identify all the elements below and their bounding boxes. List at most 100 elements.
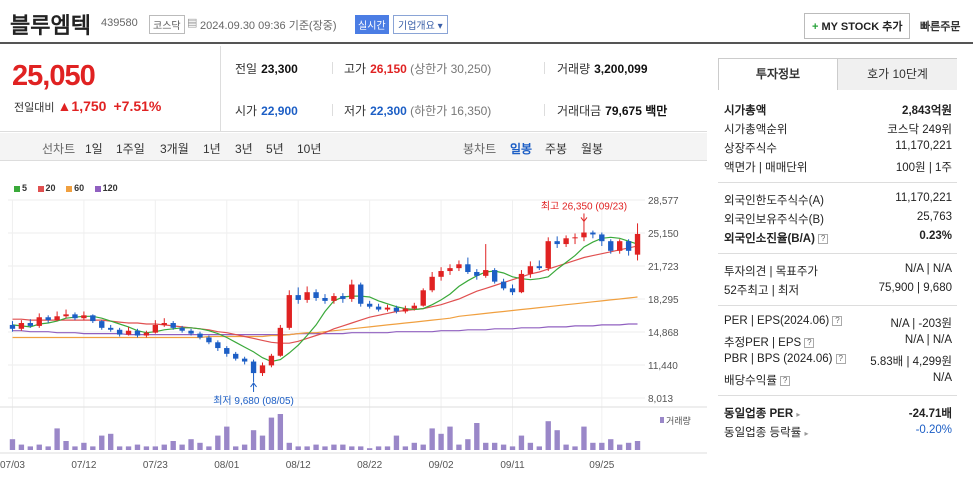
volume-bar xyxy=(54,428,60,450)
x-tick-label: 09/02 xyxy=(429,460,454,471)
period-daily[interactable]: 일봉 xyxy=(510,142,533,156)
info-row-52week: 52주최고 | 최저 75,900 | 9,680 xyxy=(724,282,952,297)
company-overview-button[interactable]: 기업개요 ▾ xyxy=(393,15,448,34)
volume-bar xyxy=(572,446,578,450)
volume-bar xyxy=(72,446,78,450)
period-monthly[interactable]: 월봉 xyxy=(581,142,604,156)
x-tick-label: 08/22 xyxy=(357,460,382,471)
info-row-market-cap-rank: 시가총액순위 코스닥 249위 xyxy=(724,124,952,136)
divider xyxy=(718,182,957,183)
volume-bar xyxy=(563,444,569,450)
stock-code: 439580 xyxy=(101,17,138,29)
volume-bar xyxy=(304,446,310,450)
line-chart-label: 선차트 xyxy=(42,142,76,156)
volume-bar xyxy=(599,442,605,450)
volume-bar xyxy=(322,446,328,450)
candle-body xyxy=(215,342,221,349)
candle-body xyxy=(518,273,525,293)
volume-value: 3,200,099 xyxy=(594,62,648,76)
candle-body xyxy=(456,264,462,269)
period-1y[interactable]: 1년 xyxy=(203,142,221,156)
info-row-foreign-ratio: 외국인소진율(B/A) ? 0.23% xyxy=(724,230,952,245)
calendar-icon: ▤ xyxy=(187,17,198,29)
divider xyxy=(332,104,333,116)
realtime-badge[interactable]: 실시간 xyxy=(355,15,389,34)
candle-body xyxy=(384,307,391,310)
divider xyxy=(718,395,957,396)
volume-bar xyxy=(108,433,114,450)
candle-body xyxy=(233,353,239,359)
chart-legend: 5 20 60 120 xyxy=(14,183,126,193)
volume-bar xyxy=(241,444,248,450)
change-amount: ▲1,750 xyxy=(57,98,107,114)
volume-bar xyxy=(206,446,212,450)
volume-bar xyxy=(197,442,203,450)
volume-label: 거래량 xyxy=(666,415,691,426)
high-annotation: 최고 26,350 (09/23) xyxy=(541,200,627,212)
period-3y[interactable]: 3년 xyxy=(235,142,253,156)
ma120-line xyxy=(12,323,638,336)
info-row-pbr-bps: PBR | BPS (2024.06) ? 5.83배 | 4,299원 xyxy=(724,353,952,368)
y-tick-label: 18,295 xyxy=(648,295,679,306)
open-label: 시가 xyxy=(235,104,258,118)
volume-bar xyxy=(313,444,319,450)
period-1d[interactable]: 1일 xyxy=(85,142,103,156)
candle-body xyxy=(81,315,87,319)
y-tick-label: 25,150 xyxy=(648,229,679,240)
divider xyxy=(718,253,957,254)
help-icon[interactable]: ? xyxy=(780,375,791,386)
quick-order-link[interactable]: 빠른주문 xyxy=(920,21,961,33)
y-tick-label: 11,440 xyxy=(648,361,678,372)
candle-body xyxy=(322,297,328,301)
y-tick-label: 28,577 xyxy=(648,196,679,207)
chart-canvas[interactable]: 28,577 25,150 21,723 18,295 14,868 11,440 8,01… xyxy=(0,178,707,493)
volume-bar xyxy=(18,444,25,450)
tab-investment-info[interactable]: 투자정보 xyxy=(719,59,838,90)
help-icon[interactable]: ? xyxy=(804,337,815,348)
period-3m[interactable]: 3개월 xyxy=(160,142,189,156)
candle-body xyxy=(563,238,569,245)
amount-value: 79,675 백만 xyxy=(605,104,668,118)
info-row-sector-per[interactable]: 동일업종 PER ▸ -24.71배 xyxy=(724,408,952,420)
volume-bar xyxy=(634,441,641,450)
period-weekly[interactable]: 주봉 xyxy=(545,142,568,156)
candle-body xyxy=(590,232,596,235)
legend-ma20: 20 xyxy=(37,183,56,193)
volume-bar xyxy=(625,442,632,450)
period-5y[interactable]: 5년 xyxy=(266,142,284,156)
candle-body xyxy=(286,295,292,328)
stock-chart[interactable]: 5 20 60 120 28,577 25,150 21,723 18,295 14,8… xyxy=(0,178,707,493)
candle-body xyxy=(36,317,42,326)
volume-bar xyxy=(554,430,560,450)
candle-body xyxy=(54,316,60,321)
candle-body xyxy=(27,323,34,326)
volume-bar xyxy=(491,442,498,450)
volume-bar xyxy=(179,444,185,450)
period-1w[interactable]: 1주일 xyxy=(116,142,145,156)
current-price: 25,050 xyxy=(12,60,96,92)
plus-icon: + xyxy=(812,21,819,33)
help-icon[interactable]: ? xyxy=(832,315,843,326)
change-label: 전일대비 xyxy=(14,102,55,114)
divider xyxy=(544,104,545,116)
candle-body xyxy=(402,308,409,312)
help-icon[interactable]: ? xyxy=(818,233,829,244)
candle-body xyxy=(241,358,248,362)
candle-body xyxy=(45,317,51,321)
period-10y[interactable]: 10년 xyxy=(297,142,322,156)
my-stock-add-button[interactable]: + MY STOCK 추가 xyxy=(804,13,911,39)
info-row-shares: 상장주식수 11,170,221 xyxy=(724,140,952,155)
volume-bar xyxy=(90,446,96,450)
volume-label: 거래량 xyxy=(557,62,591,76)
tab-order-book[interactable]: 호가 10단계 xyxy=(838,59,957,90)
candle-body xyxy=(268,355,275,366)
candle-body xyxy=(72,314,78,319)
volume-bar xyxy=(215,435,221,450)
x-tick-label: 08/12 xyxy=(286,460,311,471)
high-label: 고가 xyxy=(344,62,367,76)
prev-label: 전일 xyxy=(235,62,258,76)
volume-bar xyxy=(286,442,292,450)
candle-body xyxy=(116,329,123,335)
info-row-sector-change[interactable]: 동일업종 등락률 ▸ -0.20% xyxy=(724,424,952,439)
help-icon[interactable]: ? xyxy=(835,353,846,364)
